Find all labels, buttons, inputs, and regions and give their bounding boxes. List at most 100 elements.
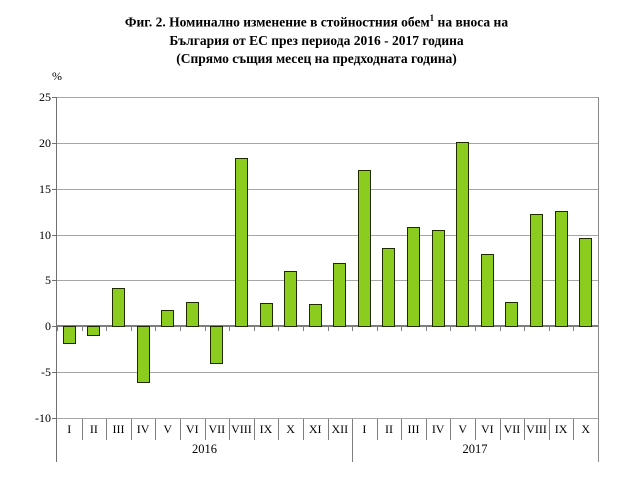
zero-line-tick xyxy=(81,327,83,332)
bar-2017-VII xyxy=(505,302,519,328)
zero-line-tick xyxy=(179,327,181,332)
x-tick-label-2016-X: X xyxy=(286,422,295,436)
gridline--5 xyxy=(57,372,598,374)
bar-2016-XII xyxy=(333,263,347,328)
year-label-2017: 2017 xyxy=(462,442,488,456)
y-tick-label: 15 xyxy=(39,181,51,196)
chart-title-line1: Фиг. 2. Номинално изменение в стойностни… xyxy=(124,13,509,30)
month-separator xyxy=(524,418,526,440)
zero-line-tick xyxy=(425,327,427,332)
x-tick-label-2016-II: II xyxy=(89,422,98,436)
y-axis-tick xyxy=(52,372,56,374)
zero-line-tick xyxy=(475,327,477,332)
y-axis-tick xyxy=(52,97,56,98)
plot-area: 25 20 15 10 5 0 -5 -10 I II III IV V VI VII VIII IX X XI XI… xyxy=(35,90,599,462)
month-separator xyxy=(81,418,83,440)
gridline-10 xyxy=(57,234,598,236)
month-separator xyxy=(229,418,231,440)
x-tick-label-2016-XI: XI xyxy=(308,422,322,436)
chart-title-line2: България от ЕС през периода 2016 - 2017 … xyxy=(169,32,464,48)
zero-line-tick xyxy=(204,327,206,332)
x-tick-label-2016-IX: IX xyxy=(259,422,273,436)
bar-2017-V xyxy=(456,141,470,328)
bar-2017-VIII xyxy=(530,214,544,328)
bar-2016-V xyxy=(161,309,175,328)
plot-right-border xyxy=(598,97,599,462)
bar-2016-IV xyxy=(136,326,150,384)
x-tick-label-2016-III: III xyxy=(112,422,125,436)
bar-2017-I xyxy=(357,170,371,328)
x-tick-label-2016-I: I xyxy=(67,422,72,436)
bar-2017-II xyxy=(382,248,396,328)
month-separator xyxy=(204,418,206,440)
zero-line-tick xyxy=(573,327,575,332)
x-tick-label-2017-I: I xyxy=(362,422,367,436)
x-tick-label-2016-IV: IV xyxy=(136,422,150,436)
month-separator xyxy=(155,418,157,440)
month-separator xyxy=(106,418,108,440)
title-superscript: 1 xyxy=(429,13,435,23)
x-tick-label-2017-IX: IX xyxy=(554,422,568,436)
y-tick-label: 25 xyxy=(39,90,51,104)
y-axis-unit-label: % xyxy=(52,69,62,83)
zero-line-tick xyxy=(253,327,255,332)
chart-title-line3: (Спрямо същия месец на предходната годин… xyxy=(176,50,457,66)
year-separator xyxy=(352,418,354,462)
bar-2017-IV xyxy=(431,229,445,328)
bar-2016-VIII xyxy=(234,157,248,328)
zero-line-tick xyxy=(278,327,280,332)
x-tick-label-2016-VI: VI xyxy=(185,422,199,436)
zero-line-tick xyxy=(229,327,231,332)
x-tick-label-2017-VIII: VIII xyxy=(526,422,547,436)
x-tick-label-2017-VII: VII xyxy=(503,422,521,436)
y-tick-label: 5 xyxy=(45,273,51,288)
month-separator xyxy=(253,418,255,440)
y-tick-label: -5 xyxy=(41,365,51,380)
month-separator xyxy=(573,418,575,440)
zero-line-tick xyxy=(548,327,550,332)
zero-line-tick xyxy=(401,327,403,332)
x-tick-label-2016-XII: XII xyxy=(331,422,349,436)
zero-line-tick xyxy=(524,327,526,332)
bar-2016-I xyxy=(62,326,76,344)
gridline-5 xyxy=(57,280,598,282)
zero-line-tick xyxy=(302,327,304,332)
gridline-0 xyxy=(57,325,598,328)
month-separator xyxy=(450,418,452,440)
month-separator xyxy=(130,418,132,440)
y-tick-label: -10 xyxy=(35,411,51,425)
chart-title: Фиг. 2. Номинално изменение в стойностни… xyxy=(0,9,633,68)
bar-2016-XI xyxy=(308,304,322,328)
zero-line-tick xyxy=(130,327,132,332)
x-tick-label-2017-II: II xyxy=(384,422,393,436)
y-axis-tick xyxy=(52,234,56,236)
bar-2016-IX xyxy=(259,303,273,328)
month-separator xyxy=(302,418,304,440)
month-separator xyxy=(401,418,403,440)
month-separator xyxy=(327,418,329,440)
year-label-2016: 2016 xyxy=(192,442,218,456)
month-separator xyxy=(475,418,477,440)
x-tick-label-2016-VIII: VIII xyxy=(231,422,252,436)
zero-line-tick xyxy=(352,327,354,332)
bar-2017-III xyxy=(407,227,421,328)
y-tick-label: 20 xyxy=(39,135,51,150)
y-tick-label: 10 xyxy=(39,227,51,242)
zero-line-tick xyxy=(376,327,378,332)
zero-line-tick xyxy=(155,327,157,332)
month-separator xyxy=(179,418,181,440)
y-tick-label: 0 xyxy=(45,319,51,334)
bar-2016-III xyxy=(111,287,125,328)
gridline-15 xyxy=(57,188,598,190)
month-separator xyxy=(425,418,427,440)
y-axis-tick xyxy=(52,188,56,190)
x-tick-label-2017-X: X xyxy=(581,422,591,436)
y-axis-line xyxy=(56,97,57,462)
x-tick-label-2017-VI: VI xyxy=(480,422,494,436)
zero-line-tick xyxy=(450,327,452,332)
bar-2017-X xyxy=(579,238,593,328)
x-tick-label-2017-III: III xyxy=(407,422,420,436)
bar-2017-VI xyxy=(480,253,494,328)
bar-2016-X xyxy=(284,271,298,328)
gridline-25 xyxy=(57,97,598,98)
